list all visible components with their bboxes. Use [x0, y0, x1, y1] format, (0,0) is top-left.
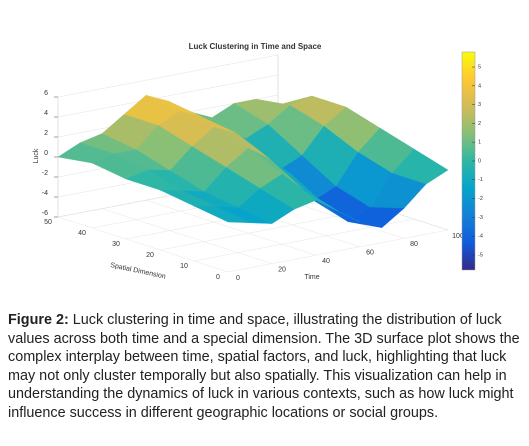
colorbar-tick-label: 3	[478, 102, 481, 108]
y-tick-label: 0	[216, 274, 220, 281]
z-tick-label: 0	[44, 150, 48, 157]
x-tick-label: 60	[366, 250, 374, 257]
z-tick-label: -6	[42, 210, 48, 217]
z-tick-label: -2	[42, 170, 48, 177]
x-tick-label: 40	[322, 258, 330, 265]
x-tick-label: 0	[236, 275, 240, 282]
grid-line	[101, 208, 273, 264]
grid-line	[145, 199, 317, 256]
caption-text: Luck clustering in time and space, illus…	[8, 312, 520, 421]
x-tick-label: 100	[452, 233, 464, 240]
surface-cell	[193, 205, 251, 223]
colorbar-tick-label: -1	[478, 177, 483, 183]
y-tick-label: 40	[78, 230, 86, 237]
z-tick-label: 6	[44, 90, 48, 97]
caption: Figure 2: Luck clustering in time and sp…	[8, 311, 522, 423]
x-axis-label: Time	[304, 274, 319, 281]
colorbar-tick-label: -4	[478, 234, 483, 240]
z-axis-label: Luck	[33, 148, 40, 163]
y-axis-label: Spatial Dimension	[110, 262, 167, 281]
colorbar-tick-label: -5	[478, 252, 483, 258]
chart-title: Luck Clustering in Time and Space	[189, 42, 322, 51]
grid-line	[227, 229, 449, 273]
y-tick-label: 30	[112, 241, 120, 248]
grid-line	[57, 74, 279, 118]
caption-label: Figure 2:	[8, 312, 69, 328]
y-tick-label: 10	[180, 263, 188, 270]
colorbar-tick-label: -3	[478, 215, 483, 221]
y-tick-label: 50	[44, 219, 52, 226]
colorbar-tick-label: 2	[478, 121, 481, 127]
z-tick-label: 4	[44, 110, 48, 117]
colorbar-tick-label: 1	[478, 140, 481, 146]
x-tick-label: 20	[278, 266, 286, 273]
colorbar-tick-label: 4	[478, 83, 481, 89]
grid-line	[57, 216, 229, 273]
chart: Luck Clustering in Time and Space Time S…	[33, 42, 483, 282]
z-tick-label: -4	[42, 190, 48, 197]
colorbar-tick-label: -2	[478, 196, 483, 202]
colorbar-tick-label: 0	[478, 158, 481, 164]
y-tick-label: 20	[146, 252, 154, 259]
grid-line	[57, 54, 279, 98]
x-tick-label: 80	[410, 241, 418, 248]
colorbar-tick-label: 5	[478, 64, 481, 70]
z-tick-label: 2	[44, 130, 48, 137]
